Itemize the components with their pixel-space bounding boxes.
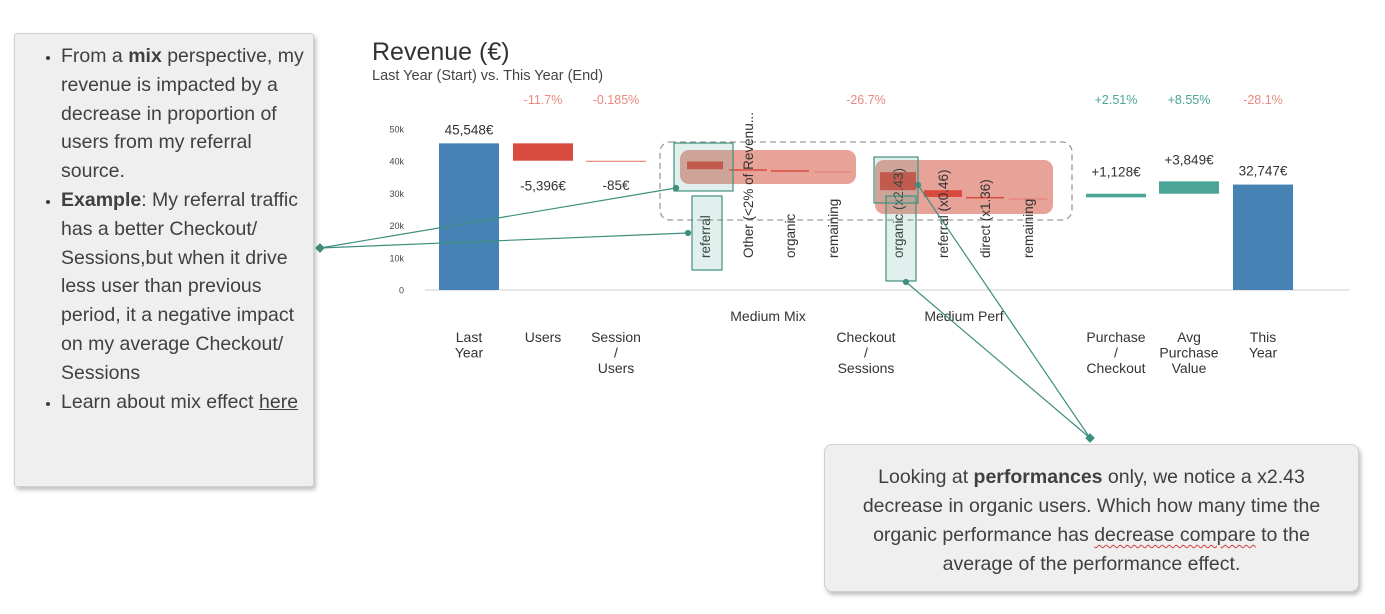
category-label: Purchase / Checkout — [1086, 329, 1145, 376]
connector-right-to-organic-label — [905, 281, 1091, 439]
learn-more-bullet: Learn about mix effect here — [61, 388, 307, 417]
mix-bar — [729, 169, 767, 171]
y-axis: 0 10k 20k 30k 40k 50k — [389, 125, 404, 296]
pct-change-label: +2.51% — [1095, 93, 1138, 107]
pct-change-label: -11.7% — [524, 93, 563, 107]
perf-bar — [1009, 198, 1047, 200]
group-item-labels: referral Other (<2% of Revenu... organic re… — [698, 112, 1036, 258]
pct-labels: -11.7% -0.185% -26.7% +2.51% +8.55% -28.1% — [524, 93, 1283, 107]
mix-item-label: organic — [783, 213, 798, 258]
category-label: Users — [525, 329, 562, 345]
mix-item-label: Other (<2% of Revenu... — [741, 112, 756, 258]
highlights — [659, 141, 1073, 221]
pct-change-label: +8.55% — [1168, 93, 1211, 107]
category-label: Avg Purchase Value — [1159, 329, 1218, 376]
perf-highlight-band — [875, 160, 1053, 214]
bars — [439, 143, 1293, 290]
perf-item-label: direct (x1.36) — [978, 179, 993, 258]
perf-item-label: remaining — [1021, 199, 1036, 258]
spellcheck-text: decrease compare — [1094, 524, 1256, 546]
connector-dot-organic-top — [914, 181, 922, 189]
value-label: 32,747€ — [1239, 164, 1288, 179]
perf-item-label: organic (x2.43) — [891, 168, 906, 258]
mix-bullet: From a mix perspective, my revenue is im… — [61, 42, 307, 186]
bar-negative — [586, 160, 646, 162]
value-labels: 45,548€ -5,396€ -85€ +1,128€ +3,849€ 32,747€ — [445, 122, 1288, 193]
value-label: -85€ — [602, 178, 630, 193]
mix-bar — [687, 161, 723, 170]
mix-item-label: referral — [698, 215, 713, 258]
connector-left-to-referral-top — [319, 187, 677, 249]
bar-positive — [1086, 193, 1146, 198]
connector-right-marker — [1085, 433, 1095, 443]
connector-left-marker — [315, 243, 325, 253]
connector-dot-referral-top — [672, 184, 680, 192]
perf-bar — [880, 172, 916, 191]
y-tick-label: 30k — [389, 189, 404, 199]
y-tick-label: 10k — [389, 253, 404, 263]
organic-callout-box-label — [885, 195, 917, 282]
category-label: Last Year — [455, 329, 484, 361]
referral-callout-box-label — [691, 195, 723, 271]
mix-explanation-callout: From a mix perspective, my revenue is im… — [14, 33, 314, 487]
category-label: Session / Users — [591, 329, 641, 376]
organic-callout-box-top — [873, 156, 919, 204]
mix-bar — [771, 170, 809, 172]
category-labels: Last Year Users Session / Users Checkout / Sessi… — [455, 308, 1278, 376]
example-bullet: Example: My referral traffic has a bette… — [61, 186, 307, 388]
bar-total — [1233, 184, 1293, 290]
group-bars — [687, 161, 1047, 200]
connector-dot-organic-label — [902, 278, 910, 286]
bar-negative — [513, 143, 573, 161]
mix-perf-dashed-box — [659, 141, 1073, 221]
y-tick-label: 0 — [399, 286, 404, 296]
callout-connectors — [315, 181, 1095, 443]
mix-highlight-band — [680, 150, 856, 184]
pct-change-label: -0.185% — [593, 93, 640, 107]
bar-total — [439, 143, 499, 290]
connector-dot-referral-label — [684, 229, 692, 237]
value-label: +3,849€ — [1164, 152, 1214, 167]
mix-bar — [814, 171, 852, 174]
section-label-medium-mix: Medium Mix — [730, 308, 805, 324]
value-label: +1,128€ — [1091, 165, 1141, 180]
connector-left-to-referral-label — [319, 232, 689, 249]
y-tick-label: 50k — [389, 125, 404, 135]
chart-subtitle: Last Year (Start) vs. This Year (End) — [372, 68, 603, 84]
value-label: 45,548€ — [445, 122, 494, 137]
mix-effect-link[interactable]: here — [259, 390, 299, 413]
mix-item-label: remaining — [826, 199, 841, 258]
perf-item-label: referral (x0.46) — [936, 169, 951, 258]
pct-change-label: -28.1% — [1243, 93, 1283, 107]
referral-callout-box-top — [673, 142, 734, 192]
y-tick-label: 40k — [389, 157, 404, 167]
performance-explanation-callout: Looking at performances only, we notice … — [824, 444, 1359, 592]
y-tick-label: 20k — [389, 221, 404, 231]
category-label: Checkout / Sessions — [836, 329, 895, 376]
section-label-medium-perf: Medium Perf — [924, 308, 1003, 324]
value-label: -5,396€ — [520, 179, 566, 194]
connector-right-to-organic-top — [917, 184, 1091, 439]
category-label: This Year — [1249, 329, 1278, 361]
annotation-boxes — [673, 142, 919, 282]
perf-bar — [966, 196, 1004, 199]
chart-title: Revenue (€) — [372, 38, 510, 66]
mix-explanation-list: From a mix perspective, my revenue is im… — [33, 42, 307, 416]
bar-positive — [1159, 181, 1219, 194]
perf-bar — [924, 190, 962, 197]
pct-change-label: -26.7% — [846, 93, 886, 107]
